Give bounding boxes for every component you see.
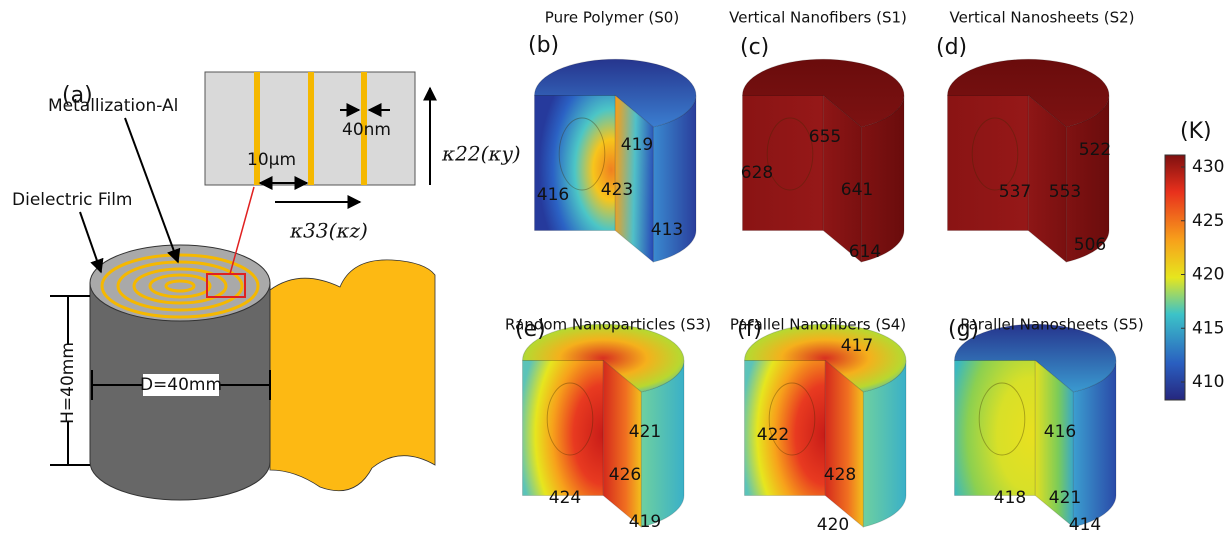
temperature-label: 655 — [809, 127, 841, 147]
panel-letter: (g) — [948, 317, 979, 342]
temperature-label: 421 — [1049, 488, 1081, 508]
tick-label: 410 — [1192, 372, 1224, 392]
dimension-label: 40nm — [342, 120, 391, 140]
tick-label: 425 — [1192, 211, 1224, 231]
panel-letter: (b) — [528, 33, 559, 58]
colorbar: (K) 430 425 420 415 410 — [1165, 119, 1224, 400]
arrow — [125, 118, 178, 262]
colorbar-scale — [1165, 155, 1185, 400]
temperature-label: 416 — [537, 185, 569, 205]
temperature-label: 506 — [1074, 235, 1106, 255]
temperature-label: 413 — [651, 220, 683, 240]
temperature-label: 537 — [999, 182, 1031, 202]
panel-title: Pure Polymer (S0) — [545, 9, 679, 27]
cut-face — [535, 96, 616, 231]
panel-letter: (f) — [737, 317, 762, 342]
arrow — [80, 212, 101, 272]
temperature-label: 628 — [741, 163, 773, 183]
temperature-label: 414 — [1069, 515, 1101, 535]
temperature-label: 418 — [994, 488, 1026, 508]
electrode-stripe — [308, 72, 314, 185]
tick-label: 415 — [1192, 318, 1224, 338]
kappa-label: κ33(κz) — [289, 219, 368, 243]
callout-label: Metallization-Al — [48, 96, 178, 116]
cut-face — [948, 96, 1029, 231]
temperature-label: 426 — [609, 465, 641, 485]
temperature-label: 424 — [549, 488, 581, 508]
colorbar-unit: (K) — [1180, 119, 1212, 144]
callout-label: Dielectric Film — [12, 190, 132, 210]
dimension-label: 10μm — [247, 150, 296, 170]
panel-title: Parallel Nanosheets (S5) — [960, 316, 1144, 334]
figure: (a) 40nm 10μm κ22(κy) κ33(κz) H=40mm D=4… — [0, 0, 1231, 536]
temperature-label: 417 — [841, 336, 873, 356]
panel-letter: (c) — [740, 35, 769, 60]
kappa-label: κ22(κy) — [441, 142, 521, 166]
temperature-label: 614 — [849, 242, 881, 262]
temperature-label: 422 — [757, 425, 789, 445]
dimension-label: H=40mm — [58, 342, 78, 424]
panel — [947, 59, 1109, 262]
simulation-panels: Pure Polymer (S0) (b) 419 423 416 413 Vertical… — [505, 9, 1144, 536]
temperature-label: 421 — [629, 422, 661, 442]
cut-face — [523, 361, 604, 496]
panel — [742, 59, 904, 262]
panel-letter: (d) — [936, 35, 967, 60]
tick-label: 430 — [1192, 157, 1224, 177]
temperature-label: 419 — [629, 512, 661, 532]
panel-a: (a) 40nm 10μm κ22(κy) κ33(κz) H=40mm D=4… — [12, 72, 521, 500]
dimension-label: D=40mm — [140, 375, 222, 395]
cut-face — [955, 361, 1036, 496]
temperature-label: 416 — [1044, 422, 1076, 442]
film-roll — [270, 260, 435, 491]
panel-letter: (e) — [515, 317, 546, 342]
temperature-label: 553 — [1049, 182, 1081, 202]
tick-label: 420 — [1192, 265, 1224, 285]
temperature-label: 641 — [841, 180, 873, 200]
temperature-label: 428 — [824, 465, 856, 485]
temperature-label: 419 — [621, 135, 653, 155]
temperature-label: 420 — [817, 515, 849, 535]
panel — [954, 324, 1116, 527]
panel-title: Vertical Nanosheets (S2) — [949, 9, 1134, 27]
panel-title: Vertical Nanofibers (S1) — [729, 9, 907, 27]
temperature-label: 423 — [601, 180, 633, 200]
temperature-label: 522 — [1079, 140, 1111, 160]
